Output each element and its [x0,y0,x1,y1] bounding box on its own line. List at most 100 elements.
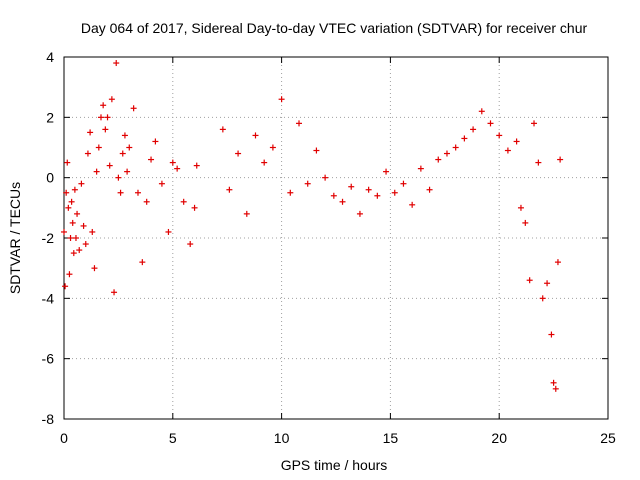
data-point [219,126,226,133]
data-point [84,150,91,157]
data-point [504,147,511,154]
data-point [72,235,79,241]
x-tick-label: 0 [60,430,68,446]
data-point [226,186,233,193]
data-point [71,186,78,193]
y-axis-label: SDTVAR / TECUs [7,182,23,294]
data-point [548,331,555,338]
data-point [513,138,520,145]
data-point [426,186,433,193]
data-point [106,162,113,169]
data-point [62,283,69,290]
data-point [544,280,551,287]
data-point [119,150,126,157]
data-point [531,120,538,127]
data-point [158,180,165,187]
data-point [383,168,390,175]
data-point [322,174,329,181]
data-point [102,126,109,133]
data-point [76,247,83,254]
data-point [80,222,87,229]
data-point [63,189,70,196]
data-point [78,180,85,187]
data-point [517,204,524,211]
x-axis-label: GPS time / hours [281,457,388,473]
data-point [365,186,372,193]
data-point [535,159,542,166]
data-point [134,189,141,196]
data-point [487,120,494,127]
data-point [435,156,442,163]
data-point [69,219,76,226]
data-point [174,165,181,172]
data-point [104,114,111,121]
data-point [552,385,559,392]
data-point [93,168,100,175]
data-point [139,259,146,266]
data-point [550,379,557,386]
data-point [100,102,107,109]
chart-title: Day 064 of 2017, Sidereal Day-to-day VTE… [81,20,588,36]
data-point [522,219,529,226]
data-point [65,204,72,211]
data-point [191,204,198,211]
data-point [169,159,176,166]
data-point [124,168,131,175]
data-point [121,132,128,139]
data-point [111,289,118,296]
data-point [313,147,320,154]
data-point [148,156,155,163]
data-point [496,132,503,139]
y-tick-label: 4 [46,49,54,65]
data-point [89,228,96,235]
x-tick-label: 25 [600,430,616,446]
x-tick-label: 15 [383,430,399,446]
data-point [115,174,122,181]
data-point [339,198,346,205]
data-point [356,210,363,217]
data-point [400,180,407,187]
x-tick-labels: 0 5 10 15 20 25 [60,430,616,446]
y-tick-label: -8 [42,411,55,427]
data-points [61,60,564,392]
y-tick-label: 2 [46,109,54,125]
data-point [193,162,200,169]
data-point [68,198,75,205]
y-tick-label: -2 [42,230,55,246]
x-tick-label: 10 [274,430,290,446]
y-tick-label: -4 [42,290,55,306]
data-point [95,144,102,151]
data-point [554,259,561,266]
data-point [113,60,120,67]
y-tick-label: -6 [42,351,55,367]
data-point [97,114,104,121]
data-point [87,129,94,136]
data-point [417,165,424,172]
data-point [143,198,150,205]
data-point [470,126,477,133]
x-tick-label: 5 [169,430,177,446]
data-point [330,192,337,199]
data-point [61,228,67,235]
data-point [235,150,242,157]
data-point [539,295,546,302]
data-point [64,159,71,166]
y-tick-label: 0 [46,170,54,186]
data-point [296,120,303,127]
data-point [152,138,159,145]
data-point [391,189,398,196]
data-point [67,235,74,241]
data-point [269,144,276,151]
data-point [108,96,115,103]
data-point [130,105,137,112]
data-point [66,271,73,278]
data-point [117,189,124,196]
data-point [82,241,89,248]
data-point [278,96,285,103]
data-point [126,144,133,151]
data-point [526,277,533,284]
data-point [557,156,564,163]
y-tick-labels: -8 -6 -4 -2 0 2 4 [42,49,55,427]
data-point [478,108,485,115]
